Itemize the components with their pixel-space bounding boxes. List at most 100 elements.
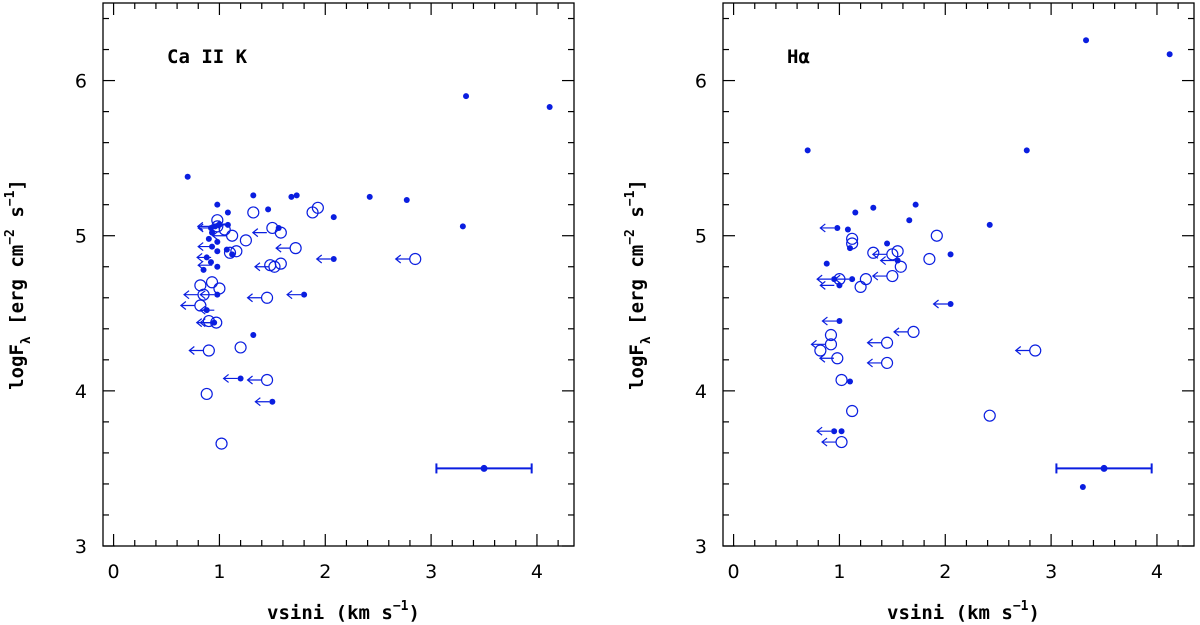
upper-limit-arrow [315,254,331,264]
upper-limit-arrow [932,299,948,309]
y-tick-label: 4 [75,381,87,403]
data-point-filled [214,201,221,208]
upper-limit-arrow [246,375,262,385]
data-point-open [205,276,219,289]
data-point-open [846,237,859,250]
data-point-filled [986,221,993,228]
data-point-filled [823,260,830,267]
x-tick-label: 2 [319,561,331,583]
data-point-filled [870,204,877,211]
data-point-open [223,246,237,259]
y-tick-label: 6 [75,71,87,93]
upper-limit-arrow [196,252,212,262]
data-point-open [880,336,894,349]
x-tick-label: 4 [1151,561,1163,583]
y-tick-label: 5 [75,226,87,248]
upper-limit-arrow [821,437,837,447]
upper-limit-arrow [816,426,832,436]
error-bar-point [480,464,488,472]
data-point-open [886,269,899,283]
data-point-filled [852,209,859,216]
upper-limit-arrow [199,290,215,300]
data-point-filled [884,240,891,247]
data-point-open [239,234,252,247]
data-point-open [260,291,274,304]
data-point-filled [288,193,295,200]
x-axis-label: vsini (km s−1) [887,599,1040,624]
upper-limit-arrow [1014,346,1030,355]
data-point-open [311,201,324,214]
data-point-open [880,356,894,370]
data-point-filled [912,201,919,208]
panel-title: Hα [787,46,810,68]
y-tick-label: 3 [75,536,87,558]
data-point-filled [1023,147,1030,154]
data-point-filled [269,398,276,405]
upper-limit-arrow [286,290,302,300]
upper-limit-arrow [871,271,887,281]
data-point-open [824,328,838,342]
upper-limit-arrow [199,305,215,315]
data-point-open [846,232,859,245]
upper-limit-arrow [211,231,227,241]
data-point-open [983,409,996,422]
data-point-filled [366,193,373,200]
data-point-filled [237,375,244,382]
upper-limit-arrow [246,293,262,303]
upper-limit-arrow [188,346,204,355]
data-point-filled [330,214,337,221]
data-point-filled [546,103,553,110]
data-point-filled [1083,37,1090,44]
data-point-filled [214,248,221,255]
upper-limit-arrow [819,280,835,290]
upper-limit-arrow [183,290,199,300]
x-tick-label: 2 [939,561,951,583]
upper-limit-arrow [197,260,213,270]
data-point-open [854,280,867,294]
upper-limit-arrow [879,256,895,266]
data-point-open [930,229,943,242]
upper-limit-arrow [275,243,291,253]
data-point-open [202,344,215,357]
upper-limit-arrow [214,220,230,230]
data-point-filled [250,332,257,339]
data-point-open [264,259,277,272]
data-point-open [846,404,859,418]
upper-limit-arrow [821,316,837,326]
y-tick-label: 3 [695,536,707,558]
data-point-filled [301,291,308,298]
data-point-filled [947,300,954,307]
data-point-filled [330,255,337,262]
data-point-open [230,245,243,258]
data-point-filled [1079,484,1086,491]
x-tick-label: 0 [728,561,740,583]
upper-limit-arrow [871,249,887,259]
data-point-filled [459,223,466,230]
data-point-filled [250,192,257,199]
y-tick-label: 4 [695,381,707,403]
x-tick-label: 3 [1045,561,1057,583]
data-point-open [859,273,872,286]
data-point-filled [834,224,841,231]
data-point-open [213,282,226,295]
data-point-filled [214,263,221,270]
x-tick-label: 1 [213,561,225,583]
upper-limit-arrow [834,274,850,284]
data-point-filled [804,147,811,154]
upper-limit-arrow [816,274,832,284]
data-point-filled [205,235,212,242]
upper-limit-arrow [222,373,238,383]
data-point-open [211,214,224,227]
data-point-open [260,373,274,387]
upper-limit-arrow [251,228,267,238]
data-point-filled [1166,51,1173,58]
upper-limit-arrow [197,242,213,252]
data-point-open [867,246,880,259]
data-point-open [409,252,422,266]
data-point-filled [184,173,191,180]
upper-limit-arrow [254,262,269,272]
upper-limit-arrow [819,223,835,233]
data-point-filled [403,197,410,204]
data-point-filled [849,276,856,283]
